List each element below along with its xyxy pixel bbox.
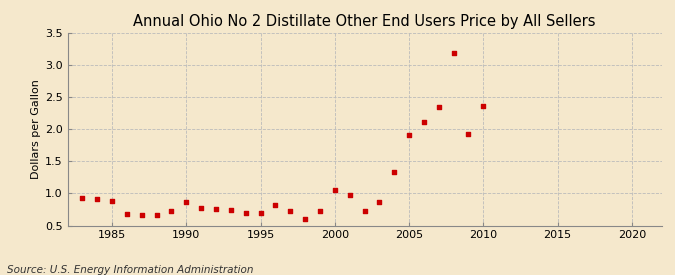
Title: Annual Ohio No 2 Distillate Other End Users Price by All Sellers: Annual Ohio No 2 Distillate Other End Us… xyxy=(133,14,596,29)
Point xyxy=(478,103,489,108)
Point xyxy=(196,206,207,210)
Point xyxy=(255,211,266,216)
Point xyxy=(77,196,88,200)
Point xyxy=(285,208,296,213)
Point xyxy=(211,207,221,211)
Y-axis label: Dollars per Gallon: Dollars per Gallon xyxy=(31,79,40,179)
Point xyxy=(92,197,103,201)
Point xyxy=(225,208,236,212)
Point xyxy=(359,209,370,214)
Point xyxy=(344,193,355,197)
Point xyxy=(122,212,132,216)
Point xyxy=(404,133,414,137)
Point xyxy=(315,209,325,214)
Point xyxy=(151,213,162,218)
Point xyxy=(448,51,459,55)
Point xyxy=(329,187,340,192)
Point xyxy=(374,200,385,204)
Point xyxy=(166,209,177,214)
Point xyxy=(389,170,400,174)
Point xyxy=(433,104,444,109)
Point xyxy=(300,217,310,221)
Point xyxy=(181,200,192,205)
Point xyxy=(240,211,251,216)
Text: Source: U.S. Energy Information Administration: Source: U.S. Energy Information Administ… xyxy=(7,265,253,275)
Point xyxy=(463,131,474,136)
Point xyxy=(107,199,117,203)
Point xyxy=(270,203,281,207)
Point xyxy=(136,212,147,217)
Point xyxy=(418,119,429,124)
